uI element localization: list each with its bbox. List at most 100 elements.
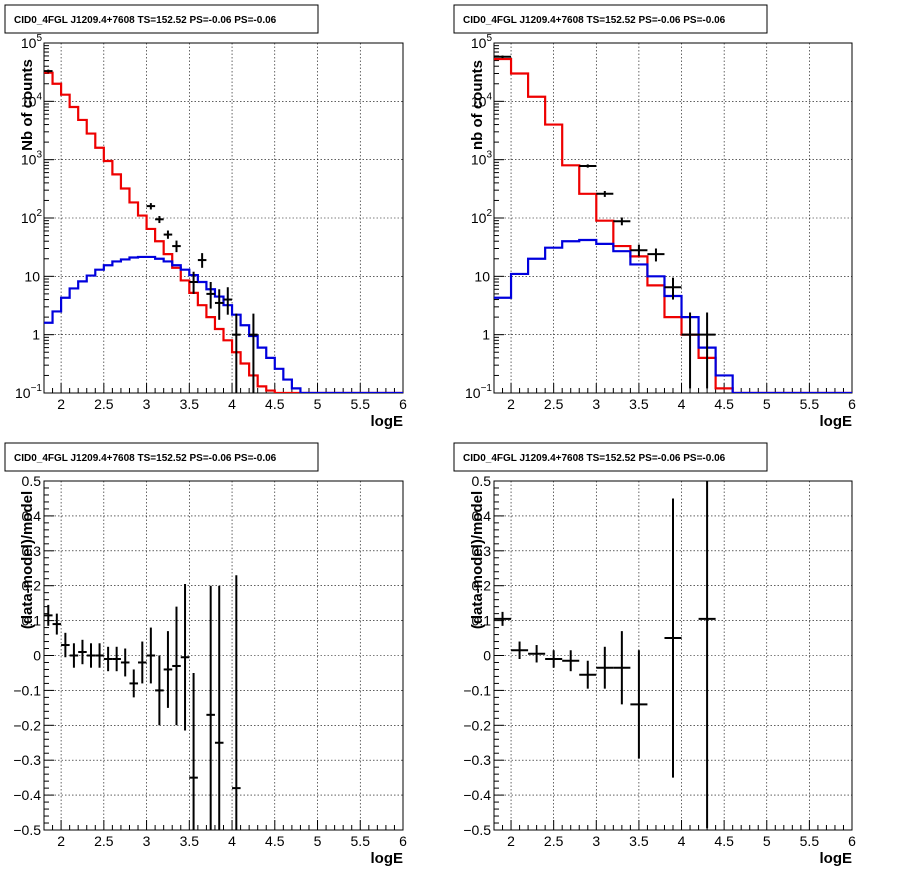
x-tick-label: 5	[763, 396, 771, 412]
title-box	[453, 442, 768, 472]
residual-point	[698, 481, 716, 829]
y-tick-label: 0.4	[472, 508, 492, 524]
residual-point	[528, 645, 546, 663]
x-tick-label: 5.5	[800, 833, 820, 849]
x-tick-label: 3.5	[629, 396, 649, 412]
residual-point	[103, 646, 113, 672]
residual-point	[138, 641, 147, 684]
x-axis-label: logE	[820, 850, 853, 867]
residual-point	[69, 643, 79, 668]
y-tick-label: 103	[471, 150, 493, 168]
y-axis-label: Nb of counts	[19, 59, 36, 151]
x-tick-label: 3.5	[180, 833, 200, 849]
x-tick-label: 2	[57, 833, 65, 849]
residual-point	[146, 627, 156, 684]
data-point	[664, 277, 682, 300]
x-tick-label: 4.5	[265, 833, 285, 849]
residual-point	[172, 606, 181, 726]
x-axis-label: logE	[820, 413, 853, 430]
x-tick-label: 4	[228, 396, 236, 412]
grid	[44, 481, 403, 830]
y-tick-label: 105	[21, 33, 43, 51]
y-tick-label: 0.5	[472, 473, 492, 489]
axis-ticks	[493, 480, 853, 831]
x-tick-label: 4.5	[265, 396, 285, 412]
residual-point	[78, 639, 87, 665]
residual-point	[95, 643, 104, 668]
x-tick-label: 2.5	[544, 833, 564, 849]
y-tick-label: 105	[471, 33, 493, 51]
residual-point	[112, 646, 121, 672]
x-tick-label: 4	[678, 396, 686, 412]
data-point	[223, 287, 233, 315]
residual-point	[129, 669, 139, 698]
panel-2: CID0_4FGL J1209.4+7608 TS=152.52 PS=-0.0…	[453, 4, 856, 430]
y-tick-label: −0.2	[463, 717, 491, 733]
residual-point	[630, 650, 648, 759]
y-tick-label: 0.3	[22, 543, 42, 559]
x-tick-label: 5	[763, 833, 771, 849]
residual-point	[189, 672, 198, 830]
data-point	[44, 69, 53, 73]
x-tick-label: 4.5	[714, 396, 734, 412]
y-tick-label: −0.1	[463, 682, 491, 698]
plot-area	[494, 481, 716, 829]
y-tick-label: 0.2	[472, 578, 492, 594]
residual-point	[511, 641, 529, 659]
x-tick-label: 5.5	[351, 833, 371, 849]
data-point	[155, 216, 164, 224]
series-source	[44, 255, 403, 393]
y-tick-label: 10−1	[465, 383, 492, 401]
x-tick-label: 3	[143, 396, 151, 412]
y-tick-label: 0	[33, 648, 41, 664]
grid	[494, 43, 852, 393]
residual-point	[596, 646, 614, 689]
chart-title: CID0_4FGL J1209.4+7608 TS=152.52 PS=-0.0…	[463, 15, 726, 26]
data-point	[249, 313, 258, 393]
x-tick-label: 3	[592, 396, 600, 412]
data-point	[163, 230, 173, 239]
data-point	[214, 289, 224, 320]
x-tick-label: 2	[57, 396, 65, 412]
grid	[494, 481, 852, 830]
residual-point	[61, 632, 70, 658]
y-tick-label: 102	[21, 208, 43, 226]
y-tick-label: −0.3	[463, 752, 491, 768]
series-model	[44, 71, 403, 393]
data-point	[206, 281, 215, 309]
y-tick-label: 1	[32, 327, 40, 343]
y-tick-label: −0.1	[13, 682, 41, 698]
data-point	[579, 164, 597, 168]
data-point	[681, 312, 699, 389]
data-point	[647, 248, 665, 262]
data-point	[189, 271, 198, 294]
x-tick-label: 6	[399, 396, 407, 412]
y-tick-label: 10	[24, 268, 40, 284]
y-tick-label: −0.4	[13, 787, 41, 803]
x-tick-label: 3.5	[629, 833, 649, 849]
x-tick-label: 2	[507, 396, 515, 412]
residual-point	[52, 613, 62, 635]
panel-4: CID0_4FGL J1209.4+7608 TS=152.52 PS=-0.0…	[453, 442, 856, 867]
panel-3: CID0_4FGL J1209.4+7608 TS=152.52 PS=-0.0…	[4, 442, 407, 867]
x-tick-label: 2.5	[544, 396, 564, 412]
x-tick-label: 5	[314, 833, 322, 849]
data-point	[172, 240, 181, 253]
y-axis-label: (data-model)/model	[19, 491, 36, 629]
residual-point	[120, 648, 130, 677]
residual-point	[214, 585, 224, 830]
plot-area	[494, 55, 852, 393]
residual-point	[545, 650, 563, 668]
title-box	[4, 4, 319, 34]
y-tick-label: −0.4	[463, 787, 491, 803]
axis-ticks	[43, 42, 404, 394]
data-point	[197, 253, 207, 268]
data-point	[596, 191, 614, 197]
x-tick-label: 5	[314, 396, 322, 412]
residual-point	[206, 585, 215, 830]
panel-1: CID0_4FGL J1209.4+7608 TS=152.52 PS=-0.0…	[4, 4, 407, 430]
x-tick-label: 2	[507, 833, 515, 849]
data-point	[630, 244, 648, 257]
data-point	[146, 203, 156, 210]
